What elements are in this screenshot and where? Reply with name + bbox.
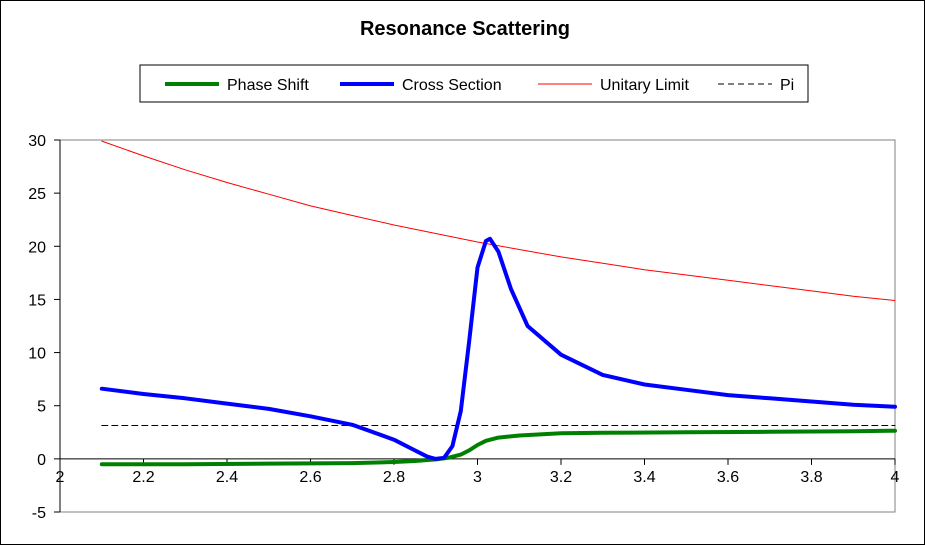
y-tick-label: 20 [28, 239, 46, 256]
x-tick-label: 2.4 [216, 469, 238, 486]
x-tick-label: 2.6 [299, 469, 321, 486]
y-tick-label: 30 [28, 133, 46, 150]
chart-title: Resonance Scattering [360, 18, 570, 40]
x-tick-label: 4 [891, 469, 900, 486]
legend: Phase Shift Cross Section Unitary Limit Pi [139, 64, 809, 103]
x-tick-label: 2.2 [132, 469, 154, 486]
x-tick-label: 3 [473, 469, 482, 486]
x-tick-label: 2.8 [383, 469, 405, 486]
legend-box [139, 64, 809, 103]
y-tick-label: 15 [28, 292, 46, 309]
series-layer [99, 140, 897, 467]
series-line-phase-shift [99, 428, 897, 467]
x-tick-label: 3.4 [633, 469, 655, 486]
legend-label-unitary-limit: Unitary Limit [600, 77, 689, 94]
legend-items: Phase Shift Cross Section Unitary Limit Pi [165, 77, 794, 94]
x-tick-label: 3.8 [800, 469, 822, 486]
x-tick-label: 3.2 [550, 469, 572, 486]
y-tick-label: -5 [32, 505, 46, 522]
legend-label-phase-shift: Phase Shift [227, 77, 309, 94]
legend-label-cross-section: Cross Section [402, 77, 502, 94]
tick-labels: 2 2.2 2.4 2.6 2.8 3 3.2 3.4 3.6 3.8 4 -5 0 5 10 15 20 25 3… [28, 133, 899, 522]
y-tick-label: 5 [37, 399, 46, 416]
series-line-cross-section [99, 236, 897, 461]
y-tick-label: 10 [28, 346, 46, 363]
legend-label-pi: Pi [780, 77, 794, 94]
x-tick-label: 3.6 [717, 469, 739, 486]
x-tick-label: 2 [56, 469, 65, 486]
series-line-unitary-limit [101, 140, 896, 301]
y-tick-label: 25 [28, 186, 46, 203]
plot-area [59, 139, 896, 513]
y-tick-label: 0 [37, 452, 46, 469]
